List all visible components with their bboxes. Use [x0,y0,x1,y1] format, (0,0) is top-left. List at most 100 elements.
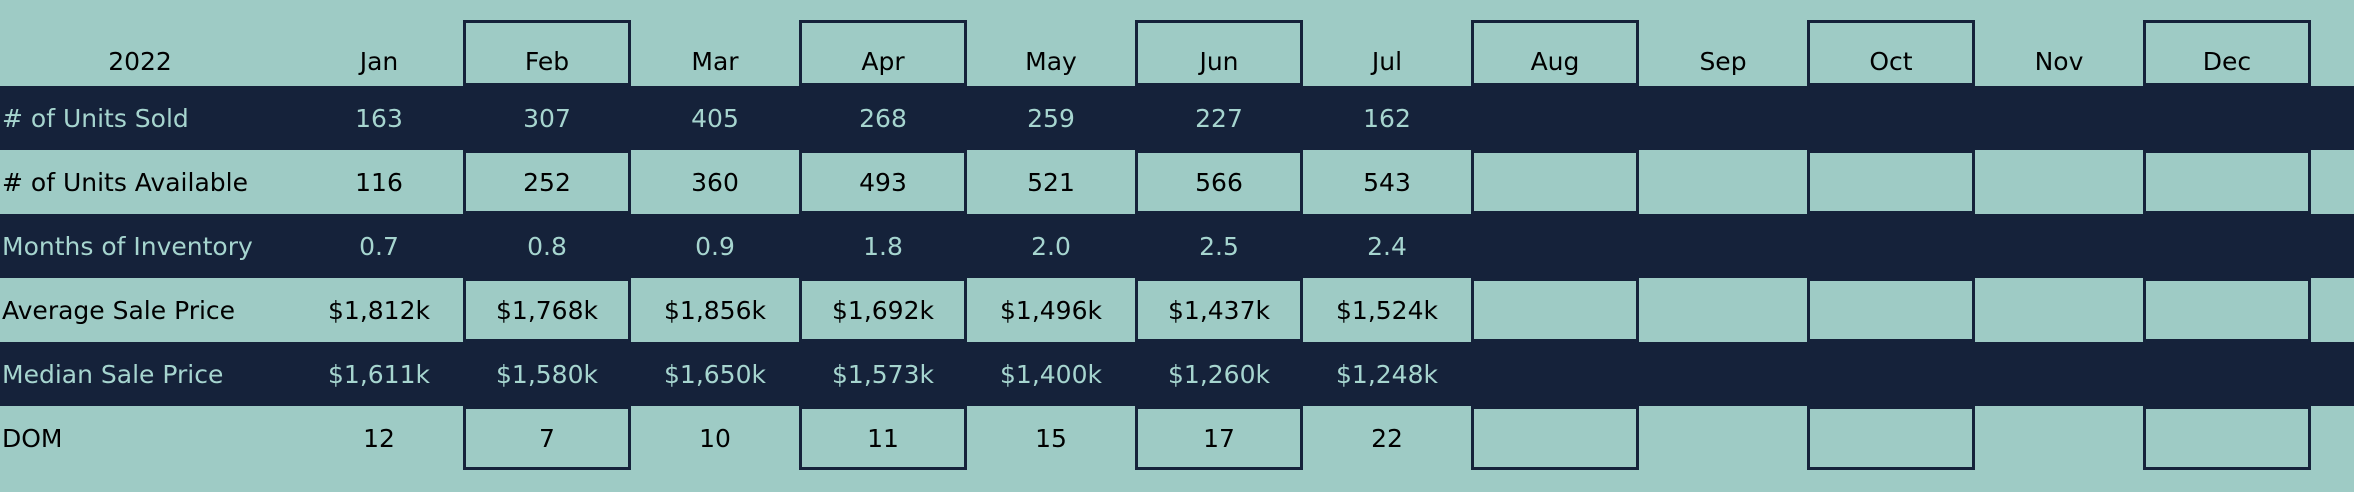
table-cell-dec [2143,214,2311,278]
table-cell-may: 2.0 [1031,231,1071,261]
table-cell-aug [1471,214,1639,278]
table-cell-aug [1471,342,1639,406]
column-header-nov: Nov [2034,46,2084,76]
table-cell-jan: 12 [363,423,395,453]
cell-frame-dec [2143,406,2311,470]
column-frame-jun [1135,20,1303,86]
table-cell-sep [1639,278,1807,342]
table-cell-nov [1975,214,2143,278]
table-cell-may: $1,496k [1000,295,1102,325]
table-cell-apr: 11 [867,423,899,453]
column-frame-oct [1807,20,1975,86]
table-cell-sep [1639,342,1807,406]
table-cell-nov [1975,278,2143,342]
column-header-jan: Jan [359,46,399,76]
table-row: # of Units Available 116 252 360 493 521 566 54… [0,150,2354,214]
column-header-jun: Jun [1199,46,1239,76]
column-header-dec: Dec [2202,46,2252,76]
table-cell-mar: 360 [691,167,739,197]
cell-frame-apr [799,150,967,214]
table-cell-apr: 268 [859,103,907,133]
cell-frame-apr [799,278,967,342]
column-frame-apr [799,20,967,86]
table-cell-dec [2143,342,2311,406]
table-cell-apr: $1,692k [832,295,934,325]
column-frame-aug [1471,20,1639,86]
table-cell-feb: $1,768k [496,295,598,325]
table-cell-nov [1975,342,2143,406]
table-cell-jun: 227 [1195,103,1243,133]
row-label: DOM [2,423,63,453]
table-cell-may: 521 [1027,167,1075,197]
row-label: Median Sale Price [2,359,224,389]
table-row: # of Units Sold 163 307 405 268 259 227 162 [0,86,2354,150]
cell-frame-dec [2143,278,2311,342]
column-header-feb: Feb [524,46,570,76]
cell-frame-oct [1807,278,1975,342]
table-cell-jun: 2.5 [1199,231,1239,261]
column-header-mar: Mar [691,46,739,76]
table-cell-feb: 252 [523,167,571,197]
table-cell-apr: 1.8 [863,231,903,261]
row-label: Average Sale Price [2,295,236,325]
column-header-apr: Apr [861,46,905,76]
table-cell-nov [1975,86,2143,150]
table-cell-apr: 493 [859,167,907,197]
table-cell-may: 15 [1035,423,1067,453]
table-row: Median Sale Price $1,611k $1,580k $1,650k $1… [0,342,2354,406]
table-cell-may: 259 [1027,103,1075,133]
table-cell-mar: 405 [691,103,739,133]
cell-frame-oct [1807,406,1975,470]
table-cell-jun: 17 [1203,423,1235,453]
table-cell-feb: 0.8 [527,231,567,261]
cell-frame-aug [1471,150,1639,214]
table-cell-dec [2143,86,2311,150]
table-cell-mar: 10 [699,423,731,453]
table-cell-jul: $1,248k [1336,359,1438,389]
cell-frame-jun [1135,278,1303,342]
cell-frame-dec [2143,150,2311,214]
table-cell-jan: 163 [355,103,403,133]
cell-frame-feb [463,406,631,470]
column-frame-feb [463,20,631,86]
column-header-jul: Jul [1371,46,1403,76]
table-cell-jan: $1,611k [328,359,430,389]
table-cell-jan: 0.7 [359,231,399,261]
cell-frame-feb [463,150,631,214]
table-cell-jul: 2.4 [1367,231,1407,261]
table-row: Months of Inventory 0.7 0.8 0.9 1.8 2.0 2.5 2.4 [0,214,2354,278]
table-cell-mar: 0.9 [695,231,735,261]
table-cell-jan: 116 [355,167,403,197]
table-cell-feb: 307 [523,103,571,133]
year-label: 2022 [108,46,172,76]
table-cell-nov [1975,150,2143,214]
table-cell-mar: $1,650k [664,359,766,389]
table-cell-nov [1975,406,2143,470]
table-cell-aug [1471,86,1639,150]
row-label: # of Units Sold [2,103,189,133]
table-cell-oct [1807,342,1975,406]
table-cell-sep [1639,150,1807,214]
table-cell-feb: $1,580k [496,359,598,389]
table-cell-oct [1807,214,1975,278]
column-header-aug: Aug [1530,46,1580,76]
table-cell-feb: 7 [539,423,555,453]
column-frame-dec [2143,20,2311,86]
table-cell-jul: 22 [1371,423,1403,453]
header-row: 2022 Jan Feb Mar Apr May Jun Jul Aug Sep Oct Nov Dec [0,20,2354,86]
table-cell-jul: 543 [1363,167,1411,197]
column-header-may: May [1025,46,1077,76]
table-cell-jun: $1,437k [1168,295,1270,325]
column-header-oct: Oct [1869,46,1913,76]
cell-frame-oct [1807,150,1975,214]
table-cell-sep [1639,214,1807,278]
cell-frame-aug [1471,406,1639,470]
table-cell-oct [1807,86,1975,150]
table-cell-jul: $1,524k [1336,295,1438,325]
table-cell-jul: 162 [1363,103,1411,133]
table-cell-jun: $1,260k [1168,359,1270,389]
cell-frame-jun [1135,150,1303,214]
column-header-sep: Sep [1699,46,1747,76]
table-cell-sep [1639,86,1807,150]
